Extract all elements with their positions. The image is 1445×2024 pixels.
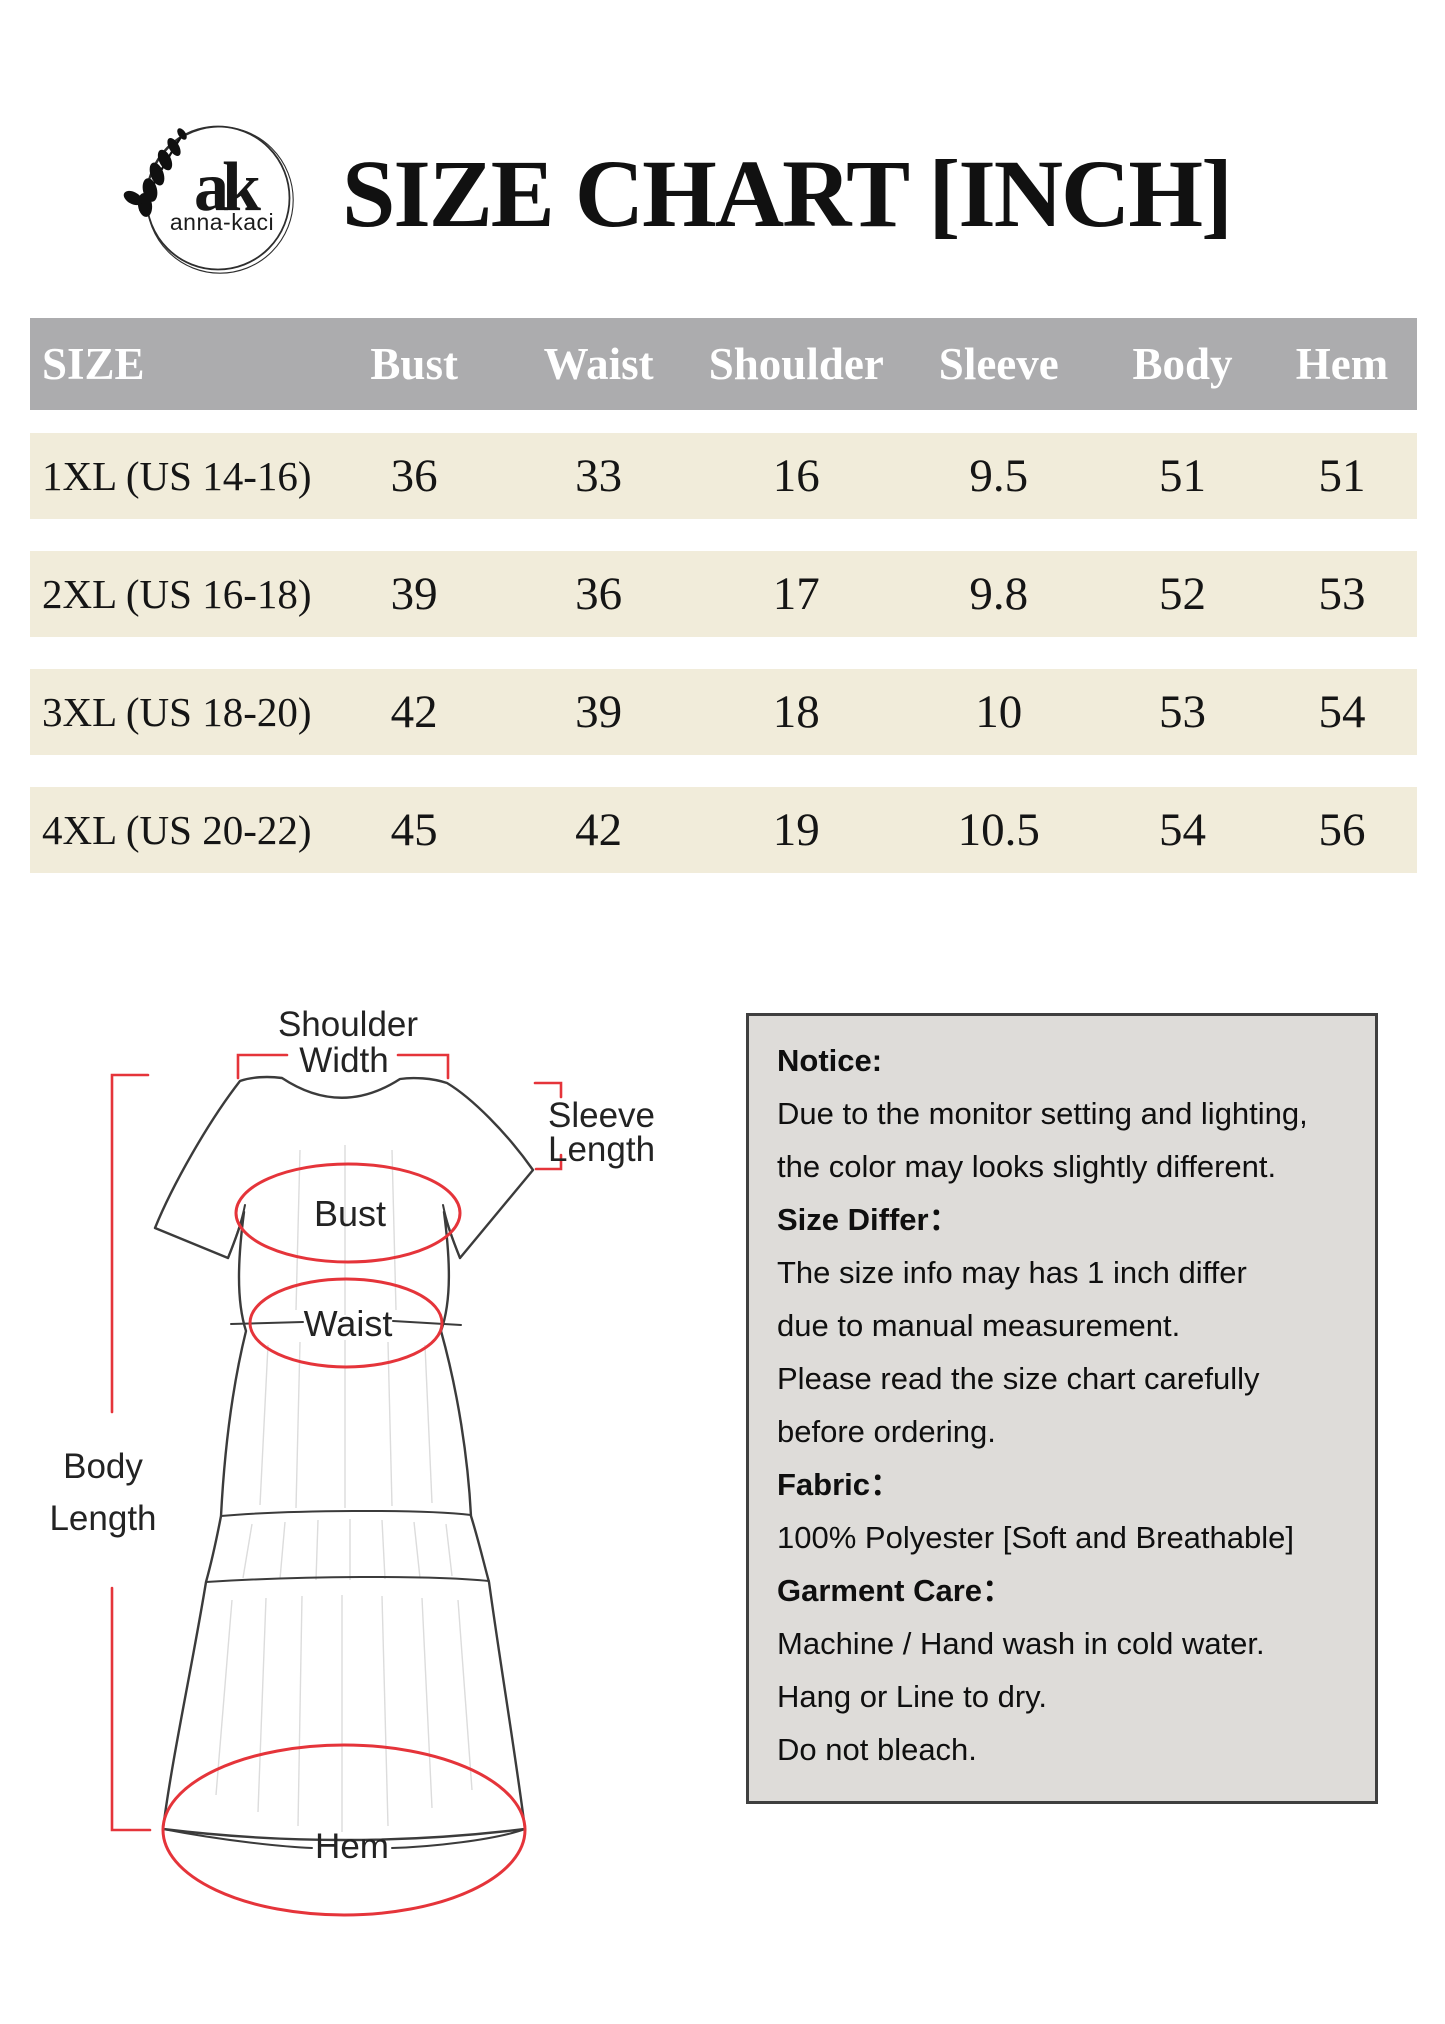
- table-row: 2XL (US 16-18) 39 36 17 9.8 52 53: [30, 551, 1417, 637]
- dress-seams: [162, 1204, 526, 1849]
- shoulder-width-bracket: [236, 1053, 450, 1080]
- size-label: 4XL (US 20-22): [42, 807, 312, 853]
- column-header-shoulder: Shoulder: [708, 339, 884, 389]
- bust-value: 39: [390, 568, 438, 620]
- sleeve-value: 10: [975, 686, 1023, 738]
- column-header-body: Body: [1132, 339, 1233, 389]
- shoulder-value: 18: [772, 686, 820, 738]
- sleeve-length-label-line1: Sleeve: [548, 1096, 655, 1135]
- page-title: SIZE CHART [INCH]: [342, 140, 1233, 247]
- bust-value: 42: [390, 686, 438, 738]
- table-row: 4XL (US 20-22) 45 42 19 10.5 54 56: [30, 787, 1417, 873]
- waist-value: 42: [575, 804, 623, 856]
- brand-logo: ak anna-kaci: [123, 125, 294, 274]
- hem-ellipse: [161, 1743, 527, 1917]
- logo-brand-name: anna-kaci: [170, 209, 274, 235]
- notice-text: Do not bleach.: [777, 1732, 977, 1767]
- column-header-size: SIZE: [42, 339, 145, 389]
- size-table: SIZE Bust Waist Shoulder Sleeve Body Hem…: [30, 318, 1417, 873]
- measurement-marks: [110, 1053, 563, 1917]
- shoulder-width-label-line1: Shoulder: [278, 1005, 418, 1044]
- column-header-waist: Waist: [543, 339, 654, 389]
- notice-text: Hang or Line to dry.: [777, 1679, 1047, 1714]
- garment-care-heading: Garment Care：: [777, 1573, 1014, 1608]
- fabric-fold-lines: [215, 1145, 473, 1832]
- sleeve-value: 9.8: [969, 568, 1029, 620]
- body-value: 51: [1159, 450, 1207, 502]
- size-label: 3XL (US 18-20): [42, 689, 312, 735]
- hem-label: Hem: [315, 1827, 389, 1866]
- size-label: 1XL (US 14-16): [42, 453, 312, 499]
- table-row: 3XL (US 18-20) 42 39 18 10 53 54: [30, 669, 1417, 755]
- notice-text: Machine / Hand wash in cold water.: [777, 1626, 1265, 1661]
- body-value: 52: [1159, 568, 1207, 620]
- fabric-heading: Fabric：: [777, 1467, 902, 1502]
- leaf-branch-icon: [123, 128, 187, 217]
- size-label: 2XL (US 16-18): [42, 571, 312, 617]
- bust-value: 45: [390, 804, 438, 856]
- waist-value: 33: [575, 450, 623, 502]
- notice-text: due to manual measurement.: [777, 1308, 1181, 1343]
- shoulder-value: 16: [772, 450, 820, 502]
- sleeve-length-label-line2: Length: [548, 1130, 655, 1169]
- sleeve-length-bracket: [533, 1081, 563, 1171]
- notice-text: before ordering.: [777, 1414, 996, 1449]
- notice-text: the color may looks slightly different.: [777, 1149, 1277, 1184]
- size-table-header-row: SIZE Bust Waist Shoulder Sleeve Body Hem: [30, 318, 1417, 410]
- hem-value: 51: [1318, 450, 1366, 502]
- notice-text: Please read the size chart carefully: [777, 1361, 1260, 1396]
- notice-heading: Notice:: [777, 1043, 883, 1078]
- hem-value: 56: [1318, 804, 1366, 856]
- column-header-hem: Hem: [1295, 339, 1389, 389]
- waist-ellipse: [248, 1277, 444, 1369]
- table-row: 1XL (US 14-16) 36 33 16 9.5 51 51: [30, 433, 1417, 519]
- notice-text: 100% Polyester [Soft and Breathable]: [777, 1520, 1294, 1555]
- notice-text: The size info may has 1 inch differ: [777, 1255, 1247, 1290]
- notice-box: Notice: Due to the monitor setting and l…: [746, 1013, 1378, 1804]
- waist-value: 36: [575, 568, 623, 620]
- column-header-bust: Bust: [370, 339, 458, 389]
- sleeve-value: 9.5: [969, 450, 1029, 502]
- bust-value: 36: [390, 450, 438, 502]
- column-header-sleeve: Sleeve: [938, 339, 1059, 389]
- body-value: 54: [1159, 804, 1207, 856]
- waist-label: Waist: [304, 1303, 393, 1344]
- waist-value: 39: [575, 686, 623, 738]
- notice-text: Due to the monitor setting and lighting,: [777, 1096, 1308, 1131]
- body-length-bracket: [110, 1073, 152, 1832]
- hem-value: 53: [1318, 568, 1366, 620]
- dress-outline: [153, 1075, 535, 1842]
- shoulder-width-label-line2: Width: [299, 1041, 388, 1080]
- bust-ellipse: [234, 1162, 462, 1264]
- shoulder-value: 19: [772, 804, 820, 856]
- hem-value: 54: [1318, 686, 1366, 738]
- body-length-label-line1: Body: [63, 1447, 143, 1486]
- size-differ-heading: Size Differ：: [777, 1202, 960, 1237]
- bust-label: Bust: [314, 1193, 386, 1234]
- dress-measurement-diagram: Shoulder Width Sleeve Length Bust Waist …: [49, 1005, 655, 1917]
- shoulder-value: 17: [772, 568, 820, 620]
- sleeve-value: 10.5: [957, 804, 1040, 856]
- body-value: 53: [1159, 686, 1207, 738]
- body-length-label-line2: Length: [49, 1499, 156, 1538]
